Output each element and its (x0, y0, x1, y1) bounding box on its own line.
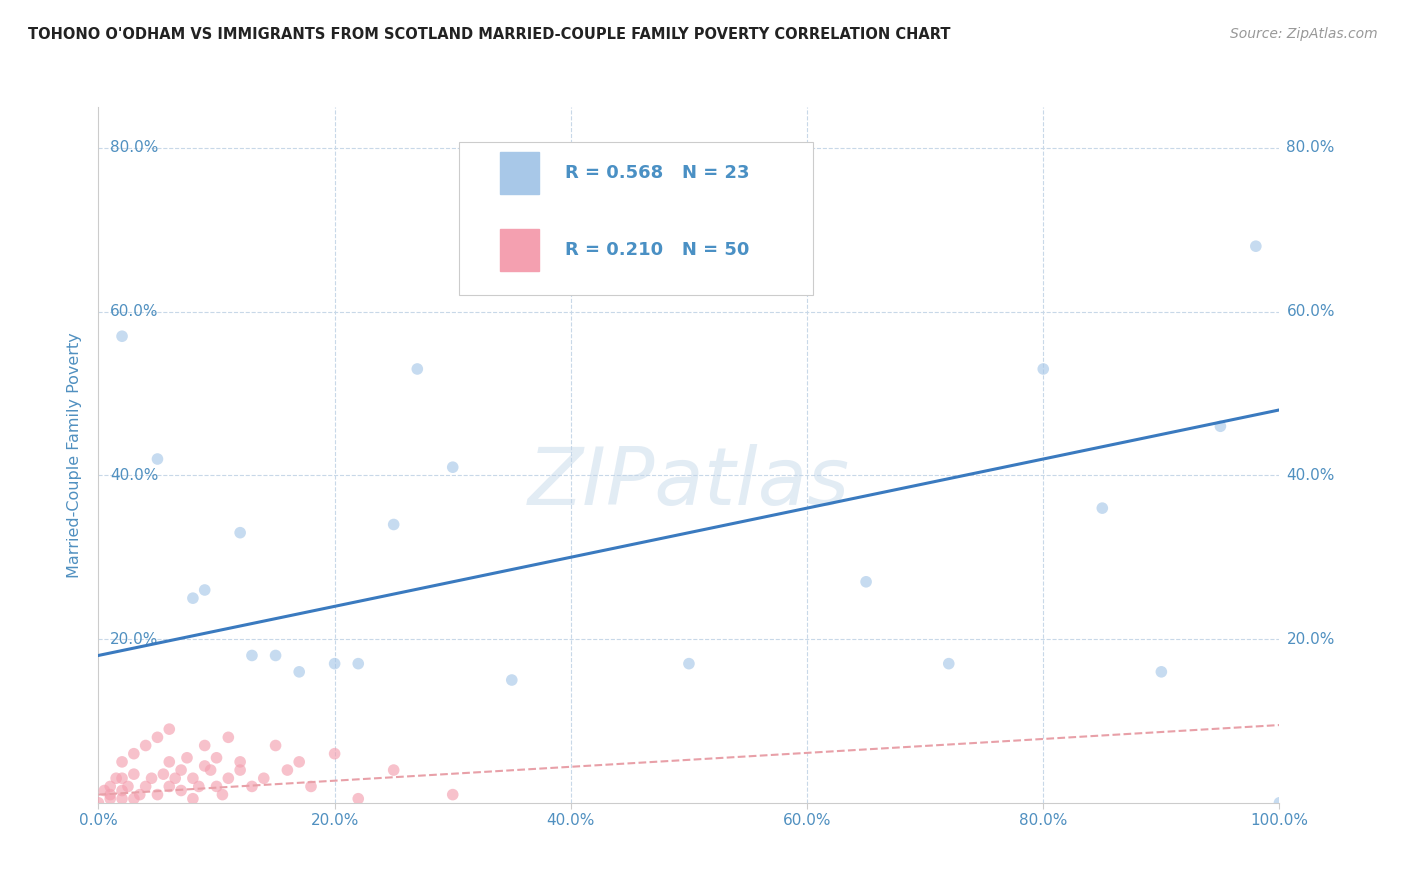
Text: ZIPatlas: ZIPatlas (527, 443, 851, 522)
Point (98, 788, 121, 802)
Point (217, 771, 239, 785)
Point (93, 783, 115, 797)
Point (1268, 796, 1291, 810)
Point (211, 788, 233, 802)
Point (1032, 362, 1054, 376)
Point (170, 763, 193, 777)
Point (1209, 419, 1232, 434)
Point (240, 780, 263, 794)
Point (181, 771, 204, 785)
Point (111, 783, 134, 797)
Text: R = 0.568   N = 23: R = 0.568 N = 23 (565, 164, 749, 182)
Legend: Tohono O'odham, Immigrants from Scotland: Tohono O'odham, Immigrants from Scotland (456, 888, 922, 892)
Y-axis label: Married-Couple Family Poverty: Married-Couple Family Poverty (67, 332, 83, 578)
Point (157, 755, 180, 769)
Point (117, 780, 139, 794)
Point (1244, 239, 1267, 253)
Point (382, 763, 405, 777)
Point (678, 657, 700, 671)
Point (146, 788, 169, 802)
Text: Source: ZipAtlas.com: Source: ZipAtlas.com (1230, 27, 1378, 41)
Point (122, 791, 145, 805)
Point (105, 771, 128, 785)
Text: 40.0%: 40.0% (110, 468, 159, 483)
Point (135, 780, 157, 794)
Point (323, 747, 346, 761)
Point (194, 582, 217, 597)
Point (299, 780, 322, 794)
Point (288, 665, 311, 679)
Point (205, 751, 228, 765)
Point (165, 771, 187, 785)
Point (229, 763, 252, 777)
Point (176, 751, 198, 765)
Point (264, 739, 287, 753)
Text: R = 0.210   N = 50: R = 0.210 N = 50 (565, 241, 749, 259)
Point (170, 783, 193, 797)
Point (98, 780, 121, 794)
Point (111, 755, 134, 769)
Point (146, 452, 169, 467)
Point (135, 739, 157, 753)
Point (229, 525, 252, 540)
Point (323, 657, 346, 671)
Point (406, 362, 429, 376)
Point (98, 791, 121, 805)
Text: 20.0%: 20.0% (110, 632, 159, 647)
Point (253, 771, 276, 785)
Point (111, 771, 134, 785)
Point (187, 780, 209, 794)
Point (240, 648, 263, 663)
Point (111, 791, 134, 805)
Point (1150, 665, 1173, 679)
FancyBboxPatch shape (458, 142, 813, 295)
Text: 40.0%: 40.0% (1286, 468, 1334, 483)
Point (152, 767, 174, 781)
Point (157, 780, 180, 794)
Point (181, 591, 204, 606)
Point (347, 791, 370, 805)
Point (111, 329, 134, 343)
Point (122, 767, 145, 781)
Point (122, 747, 145, 761)
Point (205, 780, 228, 794)
Point (382, 517, 405, 532)
Point (501, 673, 523, 687)
Point (157, 722, 180, 736)
Point (347, 657, 370, 671)
Point (938, 657, 960, 671)
Text: 60.0%: 60.0% (110, 304, 159, 319)
Point (441, 788, 464, 802)
Text: 60.0%: 60.0% (1286, 304, 1334, 319)
Bar (501, 153, 538, 194)
Point (1091, 501, 1114, 516)
Point (229, 755, 252, 769)
Point (194, 739, 217, 753)
Point (441, 460, 464, 475)
Point (128, 788, 150, 802)
Text: 80.0%: 80.0% (1286, 140, 1334, 155)
Point (141, 771, 163, 785)
Point (264, 648, 287, 663)
Point (146, 731, 169, 745)
Point (288, 755, 311, 769)
Text: 20.0%: 20.0% (1286, 632, 1334, 647)
Point (855, 574, 877, 589)
Point (200, 763, 222, 777)
Text: TOHONO O'ODHAM VS IMMIGRANTS FROM SCOTLAND MARRIED-COUPLE FAMILY POVERTY CORRELA: TOHONO O'ODHAM VS IMMIGRANTS FROM SCOTLA… (28, 27, 950, 42)
Point (217, 731, 239, 745)
Text: 80.0%: 80.0% (110, 140, 159, 155)
Point (181, 791, 204, 805)
Point (194, 759, 217, 773)
Point (87, 796, 110, 810)
Point (276, 763, 298, 777)
Bar (501, 229, 538, 270)
